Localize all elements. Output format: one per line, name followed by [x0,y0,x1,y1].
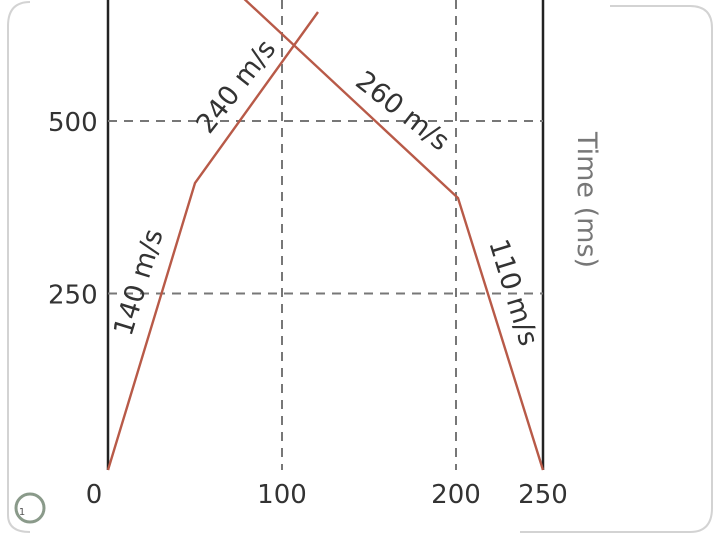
decoration-frame [7,1,713,533]
series-line-rising [106,11,319,471]
x-tick-label: 200 [431,480,481,510]
y-tick-label: 250 [48,281,98,311]
y-tick-label: 500 [48,108,98,138]
segment-label: 110 m/s [482,236,544,350]
slide-number: 1 [19,507,25,518]
segment-label: 140 m/s [108,226,170,340]
gridlines [108,0,543,470]
series-line-falling [243,0,545,471]
plot-axes [106,0,545,470]
series [106,0,545,471]
x-tick-label: 100 [257,480,307,510]
y-axis-title: Time (ms) [571,131,602,268]
x-tick-label: 250 [518,480,568,510]
x-tick-label: 0 [86,480,103,510]
slide-number-badge: 1 [14,492,46,524]
ticks: 0 100 200 250 250 500 [48,108,568,510]
